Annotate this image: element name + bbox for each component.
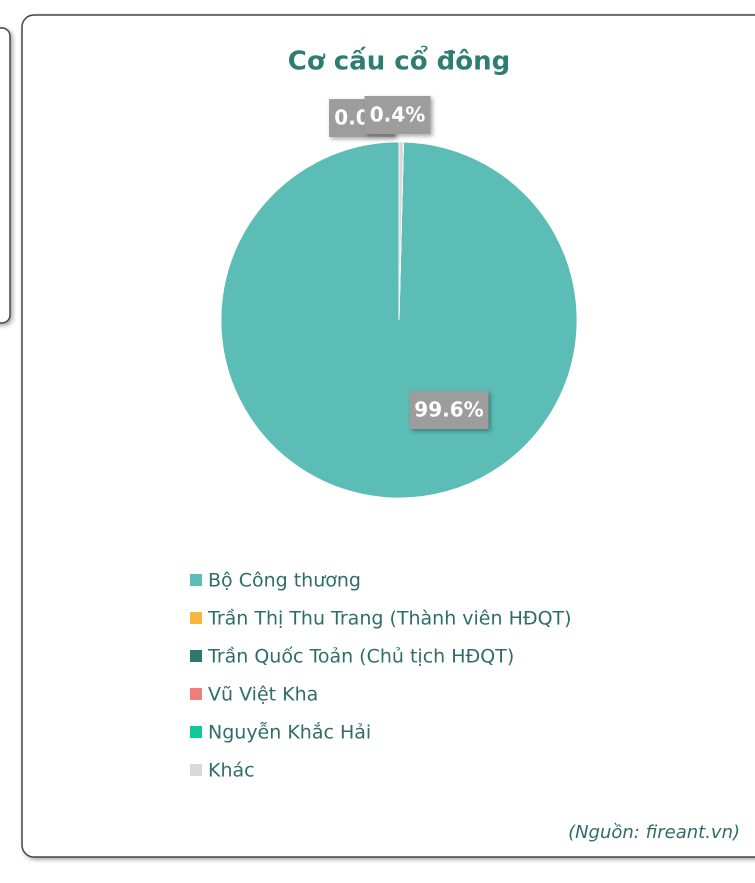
data-label-box (364, 96, 431, 135)
legend-swatch (190, 574, 202, 586)
source-note: (Nguồn: fireant.vn) (568, 822, 740, 843)
legend-label: Trần Thị Thu Trang (Thành viên HĐQT) (207, 608, 572, 630)
chart-title: Cơ cấu cổ đông (288, 44, 510, 77)
legend: Bộ Công thương Trần Thị Thu Trang (Thành … (190, 570, 572, 782)
legend-swatch (190, 612, 202, 624)
legend-label: Vũ Việt Kha (208, 684, 318, 706)
data-label: 99.6% (414, 398, 483, 422)
legend-swatch (190, 764, 202, 776)
legend-label: Nguyễn Khắc Hải (208, 721, 371, 744)
pie (220, 141, 578, 499)
legend-swatch (190, 726, 202, 738)
legend-swatch (190, 688, 202, 700)
legend-label: Trần Quốc Toản (Chủ tịch HĐQT) (207, 646, 514, 668)
data-labels: 99.6%0.0%0.4% (329, 96, 489, 429)
legend-swatch (190, 650, 202, 662)
legend-label: Bộ Công thương (208, 570, 361, 592)
legend-label: Khác (208, 760, 255, 782)
data-label-box (409, 391, 489, 429)
side-card (0, 27, 11, 324)
data-label: 0.4% (370, 103, 425, 127)
pie-slice (398, 141, 404, 321)
